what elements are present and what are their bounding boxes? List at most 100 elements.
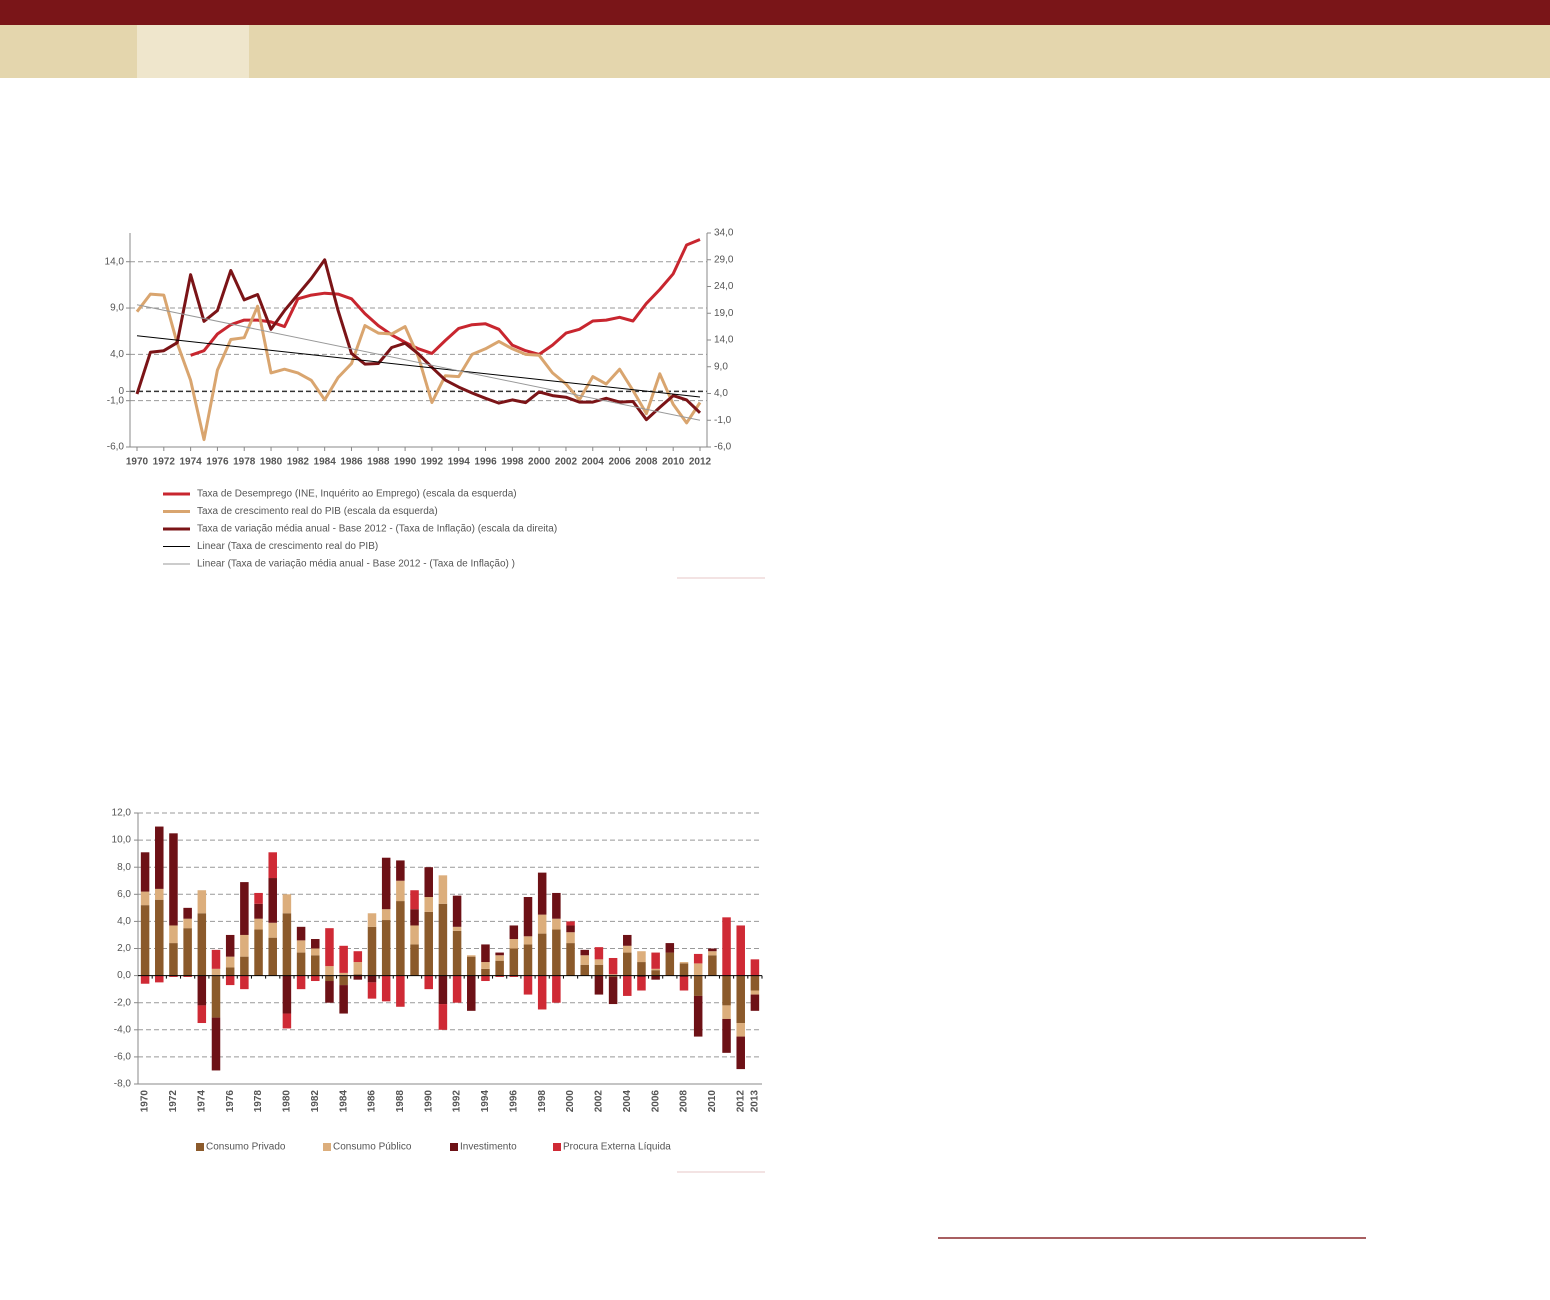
- y2-tick-label: -1,0: [714, 415, 732, 426]
- bar-segment: [410, 944, 419, 976]
- bar-segment: [282, 975, 292, 1014]
- legend-swatch: [196, 1143, 204, 1151]
- bar-segment: [225, 975, 235, 986]
- bar-segment: [495, 975, 504, 977]
- bar-segment: [438, 975, 448, 1005]
- bar-segment: [580, 964, 589, 976]
- bar-segment: [424, 897, 433, 912]
- x-tick-label: 1990: [394, 457, 417, 468]
- x-tick-label: 1982: [310, 1090, 321, 1113]
- bar-segment: [339, 985, 348, 1014]
- bar-segment: [623, 975, 632, 996]
- bar-segment: [240, 934, 249, 957]
- x-tick-label: 1988: [395, 1090, 406, 1113]
- x-tick-label: 1976: [206, 457, 229, 468]
- bar-segment: [197, 975, 207, 1006]
- x-tick-label: 1996: [474, 457, 497, 468]
- bar-segment: [325, 928, 334, 967]
- x-tick-label: 2012: [689, 457, 712, 468]
- x-tick-label: 2008: [679, 1090, 690, 1113]
- nav-band: [0, 25, 1550, 78]
- top-bar: [0, 0, 1550, 25]
- x-tick-label: 1984: [338, 1090, 349, 1113]
- bar-segment: [296, 975, 306, 990]
- bar-segment: [481, 968, 490, 976]
- bar-segment: [467, 975, 476, 1011]
- bar-segment: [552, 975, 561, 1003]
- legend-label: Consumo Privado: [206, 1142, 286, 1153]
- bar-segment: [353, 962, 363, 975]
- bar-segment: [396, 901, 405, 976]
- x-tick-label: 1970: [140, 1090, 151, 1113]
- nav-tab-active[interactable]: [137, 25, 249, 78]
- bar-segment: [140, 975, 150, 984]
- x-tick-label: 1980: [260, 457, 283, 468]
- legend-swatch: [450, 1143, 458, 1151]
- x-tick-label: 1998: [501, 457, 524, 468]
- bar-segment: [495, 960, 504, 976]
- bar-segment: [353, 951, 363, 963]
- x-tick-label: 1976: [225, 1090, 236, 1113]
- bar-segment: [736, 975, 745, 1024]
- y2-tick-label: 24,0: [714, 281, 734, 292]
- bar-segment: [509, 948, 519, 976]
- legend-label: Investimento: [460, 1142, 517, 1153]
- bar-segment: [339, 975, 348, 986]
- bar-segment: [580, 955, 589, 965]
- bar-segment: [169, 925, 178, 944]
- bar-segment: [452, 926, 462, 931]
- bar-segment: [708, 951, 717, 956]
- bar-segment: [693, 963, 703, 976]
- bar-segment: [438, 903, 448, 976]
- bar-segment: [311, 955, 320, 976]
- bar-segment: [693, 995, 703, 1037]
- x-tick-label: 1982: [287, 457, 310, 468]
- bar-segment: [651, 968, 660, 971]
- bar-segment: [452, 895, 462, 927]
- bar-segment: [566, 932, 575, 944]
- bar-segment: [481, 975, 490, 982]
- bar-segment: [722, 975, 731, 1006]
- bar-segment: [183, 928, 192, 976]
- bar-segment: [523, 936, 533, 945]
- bar-segment: [452, 930, 462, 976]
- bar-segment: [537, 872, 547, 915]
- y-tick-label: 4,0: [110, 349, 124, 360]
- bar-segment: [254, 903, 263, 919]
- bar-segment: [594, 947, 604, 960]
- bar-segment: [325, 981, 334, 1003]
- bar-segment: [438, 875, 448, 904]
- bar-segment: [325, 975, 334, 982]
- x-tick-label: 2013: [750, 1090, 761, 1113]
- x-tick-label: 2000: [565, 1090, 576, 1113]
- bar-segment: [254, 892, 263, 904]
- bar-segment: [552, 918, 561, 930]
- bar-segment: [367, 926, 377, 976]
- x-tick-label: 2000: [528, 457, 551, 468]
- x-tick-label: 1990: [423, 1090, 434, 1113]
- x-tick-label: 1986: [367, 1090, 378, 1113]
- bar-segment: [608, 975, 618, 977]
- bar-segment: [509, 975, 519, 977]
- bar-segment: [438, 1004, 448, 1030]
- bar-segment: [410, 925, 419, 945]
- bar-segment: [140, 891, 150, 906]
- bar-segment: [211, 975, 221, 1018]
- bar-segment: [566, 943, 575, 976]
- bar-segment: [140, 905, 150, 976]
- x-tick-label: 2004: [582, 457, 605, 468]
- bar-segment: [169, 833, 178, 926]
- x-tick-label: 1994: [480, 1090, 491, 1113]
- bar-segment: [665, 952, 675, 976]
- bar-segment: [296, 952, 306, 976]
- bar-segment: [679, 976, 689, 991]
- series-line: [135, 258, 702, 422]
- y-tick-label: 10,0: [112, 835, 132, 846]
- bar-segment: [495, 952, 504, 956]
- bar-segment: [169, 943, 178, 976]
- y2-tick-label: 9,0: [714, 361, 728, 372]
- x-tick-label: 1998: [537, 1090, 548, 1113]
- bar-segment: [339, 945, 348, 973]
- legend-swatch: [323, 1143, 331, 1151]
- y-tick-label: 8,0: [117, 862, 131, 873]
